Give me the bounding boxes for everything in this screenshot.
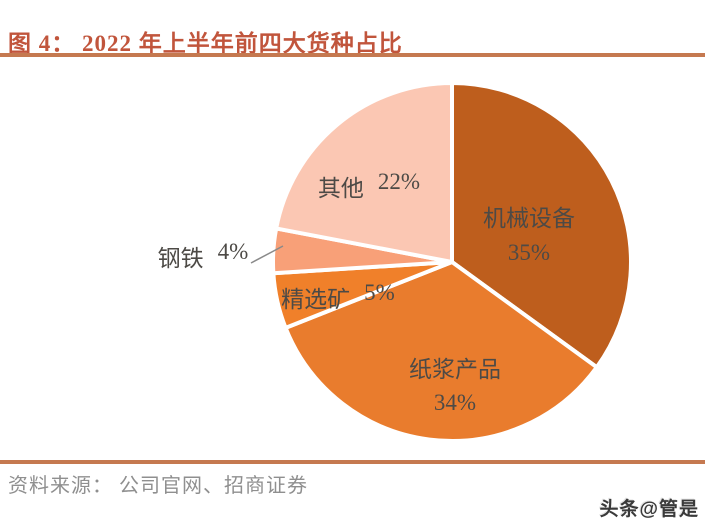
label-others: 其他 22% — [318, 169, 420, 203]
source-rule — [0, 460, 705, 464]
pie-slice-5 — [274, 81, 454, 264]
slice-pct-machinery: 35% — [507, 240, 551, 265]
title-rule — [0, 53, 705, 57]
figure-title: 图 4： 2022 年上半年前四大货种占比 — [8, 31, 403, 56]
slice-pct-steel: 4% — [217, 239, 249, 264]
source-text: 资料来源： 公司官网、招商证券 — [8, 475, 308, 497]
steel-leader-line — [250, 245, 284, 264]
slice-pct-others: 22% — [377, 169, 421, 194]
slice-label-machinery: 机械设备 — [483, 206, 575, 231]
slice-pct-pulp: 34% — [433, 390, 477, 415]
label-machinery: 机械设备 35% — [483, 202, 575, 270]
slice-pct-ore: 5% — [364, 280, 395, 305]
slice-label-steel: 钢铁 — [157, 246, 204, 271]
pie-slice-2 — [283, 260, 599, 443]
slice-label-pulp: 纸浆产品 — [409, 357, 501, 382]
label-steel: 钢铁 4% — [158, 239, 249, 273]
slice-label-others: 其他 — [317, 176, 364, 201]
pie-slices — [271, 81, 633, 443]
pie-slice-1 — [450, 81, 633, 370]
label-ore: 精选矿 5% — [281, 280, 395, 314]
watermark: 头条@管是 — [599, 499, 699, 520]
slice-label-ore: 精选矿 — [281, 287, 351, 312]
label-pulp: 纸浆产品 34% — [409, 353, 501, 419]
